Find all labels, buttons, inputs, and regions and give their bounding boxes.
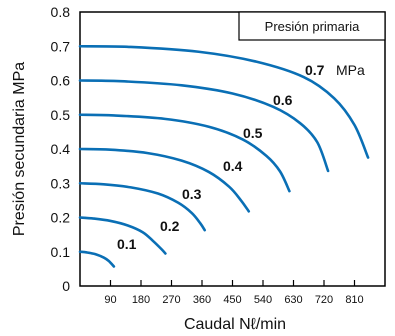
y-axis-label: Presión secundaria MPa bbox=[11, 62, 28, 236]
legend-text: Presión primaria bbox=[265, 19, 360, 34]
y-tick-label: 0.5 bbox=[51, 107, 71, 123]
legend: Presión primaria bbox=[238, 11, 386, 41]
y-tick-label: 0.3 bbox=[51, 175, 71, 191]
curve-label-0.6: 0.6 bbox=[273, 92, 293, 108]
curve-0.5 bbox=[78, 113, 291, 193]
y-tick-label: 0.6 bbox=[51, 73, 71, 89]
x-tick-label: 270 bbox=[162, 294, 180, 306]
curve-labels: 0.1 0.20.3 0.4 0.5 0.6 0.7 MPa bbox=[117, 62, 365, 252]
curve-label-0.2: 0.2 bbox=[160, 218, 180, 234]
y-tick-label: 0.4 bbox=[51, 141, 71, 157]
y-tick-label: 0 bbox=[62, 278, 70, 294]
curve-label-0.3: 0.3 bbox=[182, 186, 202, 202]
curve-0.7 bbox=[78, 44, 370, 159]
curve-0.1 bbox=[78, 250, 116, 268]
curve-0.3 bbox=[78, 181, 207, 232]
x-tick-label: 720 bbox=[315, 294, 333, 306]
x-ticks: 90 180 270 360 450 540 630 720 810 bbox=[104, 280, 364, 306]
x-tick-label: 540 bbox=[254, 294, 272, 306]
x-tick-label: 450 bbox=[223, 294, 241, 306]
y-tick-label: 0.1 bbox=[51, 244, 71, 260]
x-tick-label: 630 bbox=[284, 294, 302, 306]
curve-0.4 bbox=[78, 147, 251, 213]
x-tick-label: 90 bbox=[104, 294, 116, 306]
x-tick-label: 180 bbox=[132, 294, 150, 306]
curve-label-0.7: 0.7 bbox=[305, 62, 325, 78]
legend-box bbox=[238, 11, 386, 41]
curves bbox=[78, 44, 370, 268]
unit-label: MPa bbox=[336, 62, 365, 78]
x-tick-label: 810 bbox=[345, 294, 363, 306]
curve-label-0.4: 0.4 bbox=[223, 158, 243, 174]
x-axis-label: Caudal Nℓ/min bbox=[184, 316, 286, 333]
y-tick-label: 0.7 bbox=[51, 38, 71, 54]
curve-label-0.5: 0.5 bbox=[243, 125, 263, 141]
curve-label-0.1: 0.1 bbox=[117, 236, 137, 252]
x-tick-label: 360 bbox=[193, 294, 211, 306]
curve-0.6 bbox=[78, 79, 330, 173]
y-tick-label: 0.8 bbox=[51, 4, 71, 20]
y-tick-label: 0.2 bbox=[51, 210, 71, 226]
curve-0.2 bbox=[78, 216, 167, 255]
